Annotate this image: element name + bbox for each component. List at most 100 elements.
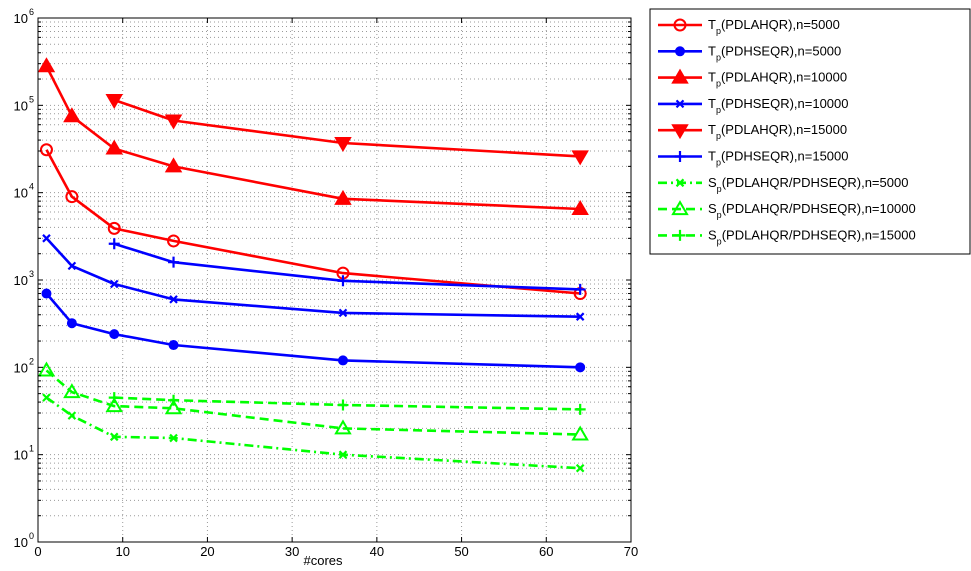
y-tick-exponent: 6 [29,7,34,17]
x-marker [338,308,348,318]
y-tick-label: 10 [14,360,28,375]
triangle-up-marker [63,107,81,123]
x-axis-label: #cores [303,553,343,568]
dot-marker [575,362,586,373]
x-marker [109,279,119,289]
x-tick-label: 70 [624,544,638,559]
x-tick-labels: 0 10 20 30 40 50 60 70 [34,544,638,559]
y-tick-label: 10 [14,273,28,288]
series-7 [42,393,585,473]
x-marker [338,450,348,459]
triangle-up-marker [571,425,589,441]
y-tick-exponent: 1 [29,444,34,454]
x-marker [109,432,119,442]
series-layer [37,57,589,473]
triangle-down-marker [164,114,183,130]
plus-marker [108,392,120,404]
triangle-up-marker [37,57,56,73]
x-marker [675,99,685,109]
series-3 [37,57,589,216]
legend-label: Tp(PDHSEQR),n=5000 [708,43,841,62]
x-marker [67,411,77,420]
legend-label: Tp(PDHSEQR),n=10000 [708,96,849,115]
x-tick-label: 50 [454,544,468,559]
legend-entry: Sp(PDLAHQR/PDHSEQR),n=15000 [658,227,916,246]
legend-label: Tp(PDLAHQR),n=15000 [708,122,847,141]
circle-marker [107,221,121,235]
legend-entry: Tp(PDHSEQR),n=10000 [658,96,849,115]
series-8 [37,361,589,441]
x-marker [675,178,685,188]
dot-marker [168,340,179,351]
legend-entry: Sp(PDLAHQR/PDHSEQR),n=5000 [658,175,908,194]
plus-marker [574,403,586,415]
circle-marker [167,234,181,248]
series-9 [108,392,586,415]
x-marker [67,261,77,271]
y-tick-label: 10 [14,11,28,26]
series-2 [41,288,586,373]
triangle-up-marker [334,419,352,435]
x-marker [575,463,585,473]
legend-entry: Tp(PDLAHQR),n=5000 [658,17,840,36]
triangle-up-marker [671,68,689,84]
triangle-up-marker [37,361,56,377]
triangle-up-marker [105,139,123,155]
legend: Tp(PDLAHQR),n=5000 Tp(PDHSEQR),n=5000 Tp(P… [649,8,971,255]
y-tick-label: 10 [14,535,28,550]
plus-marker [674,229,686,241]
series-line [45,292,581,369]
triangle-up-marker [105,397,123,413]
legend-entry: Tp(PDLAHQR),n=15000 [658,122,847,141]
triangle-down-marker [105,94,123,110]
plus-marker [337,399,349,411]
series-6 [108,238,586,295]
legend-entry: Tp(PDLAHQR),n=10000 [658,68,847,89]
y-tick-exponent: 0 [29,531,34,541]
x-marker [575,312,585,321]
triangle-down-marker [671,124,689,140]
x-tick-label: 40 [370,544,384,559]
y-tick-exponent: 2 [29,356,34,366]
legend-entry: Sp(PDLAHQR/PDHSEQR),n=10000 [658,200,916,220]
dot-marker [675,46,685,57]
y-tick-label: 10 [14,186,28,201]
dot-marker [66,318,77,329]
x-marker [169,433,178,443]
y-tick-label: 10 [14,448,28,463]
triangle-up-marker [671,200,689,216]
x-tick-label: 10 [115,544,129,559]
dot-marker [109,329,120,340]
plus-marker [337,275,349,287]
triangle-down-marker [334,137,352,153]
triangle-up-marker [164,399,183,415]
series-line [114,396,581,411]
x-tick-label: 30 [285,544,299,559]
dot-marker [41,288,52,299]
axes [37,17,632,543]
legend-box [649,8,971,255]
series-5 [105,94,589,166]
plus-marker [168,394,180,406]
series-line [45,396,581,470]
x-tick-label: 0 [34,544,41,559]
legend-label: Sp(PDLAHQR/PDHSEQR),n=15000 [708,227,916,246]
circle-marker [673,18,687,32]
series-line [45,149,581,295]
legend-entry: Tp(PDHSEQR),n=15000 [658,149,849,168]
x-marker [42,393,51,402]
series-line [113,242,581,291]
series-4 [42,234,585,321]
triangle-up-marker [334,189,352,205]
triangle-up-marker [571,200,589,216]
dot-marker [337,355,348,366]
series-line [45,237,581,318]
plus-marker [674,151,686,162]
y-tick-exponent: 3 [29,269,34,279]
x-marker [169,295,178,304]
series-line [45,65,581,211]
plus-marker [108,238,120,250]
legend-label: Tp(PDLAHQR),n=5000 [708,17,840,36]
